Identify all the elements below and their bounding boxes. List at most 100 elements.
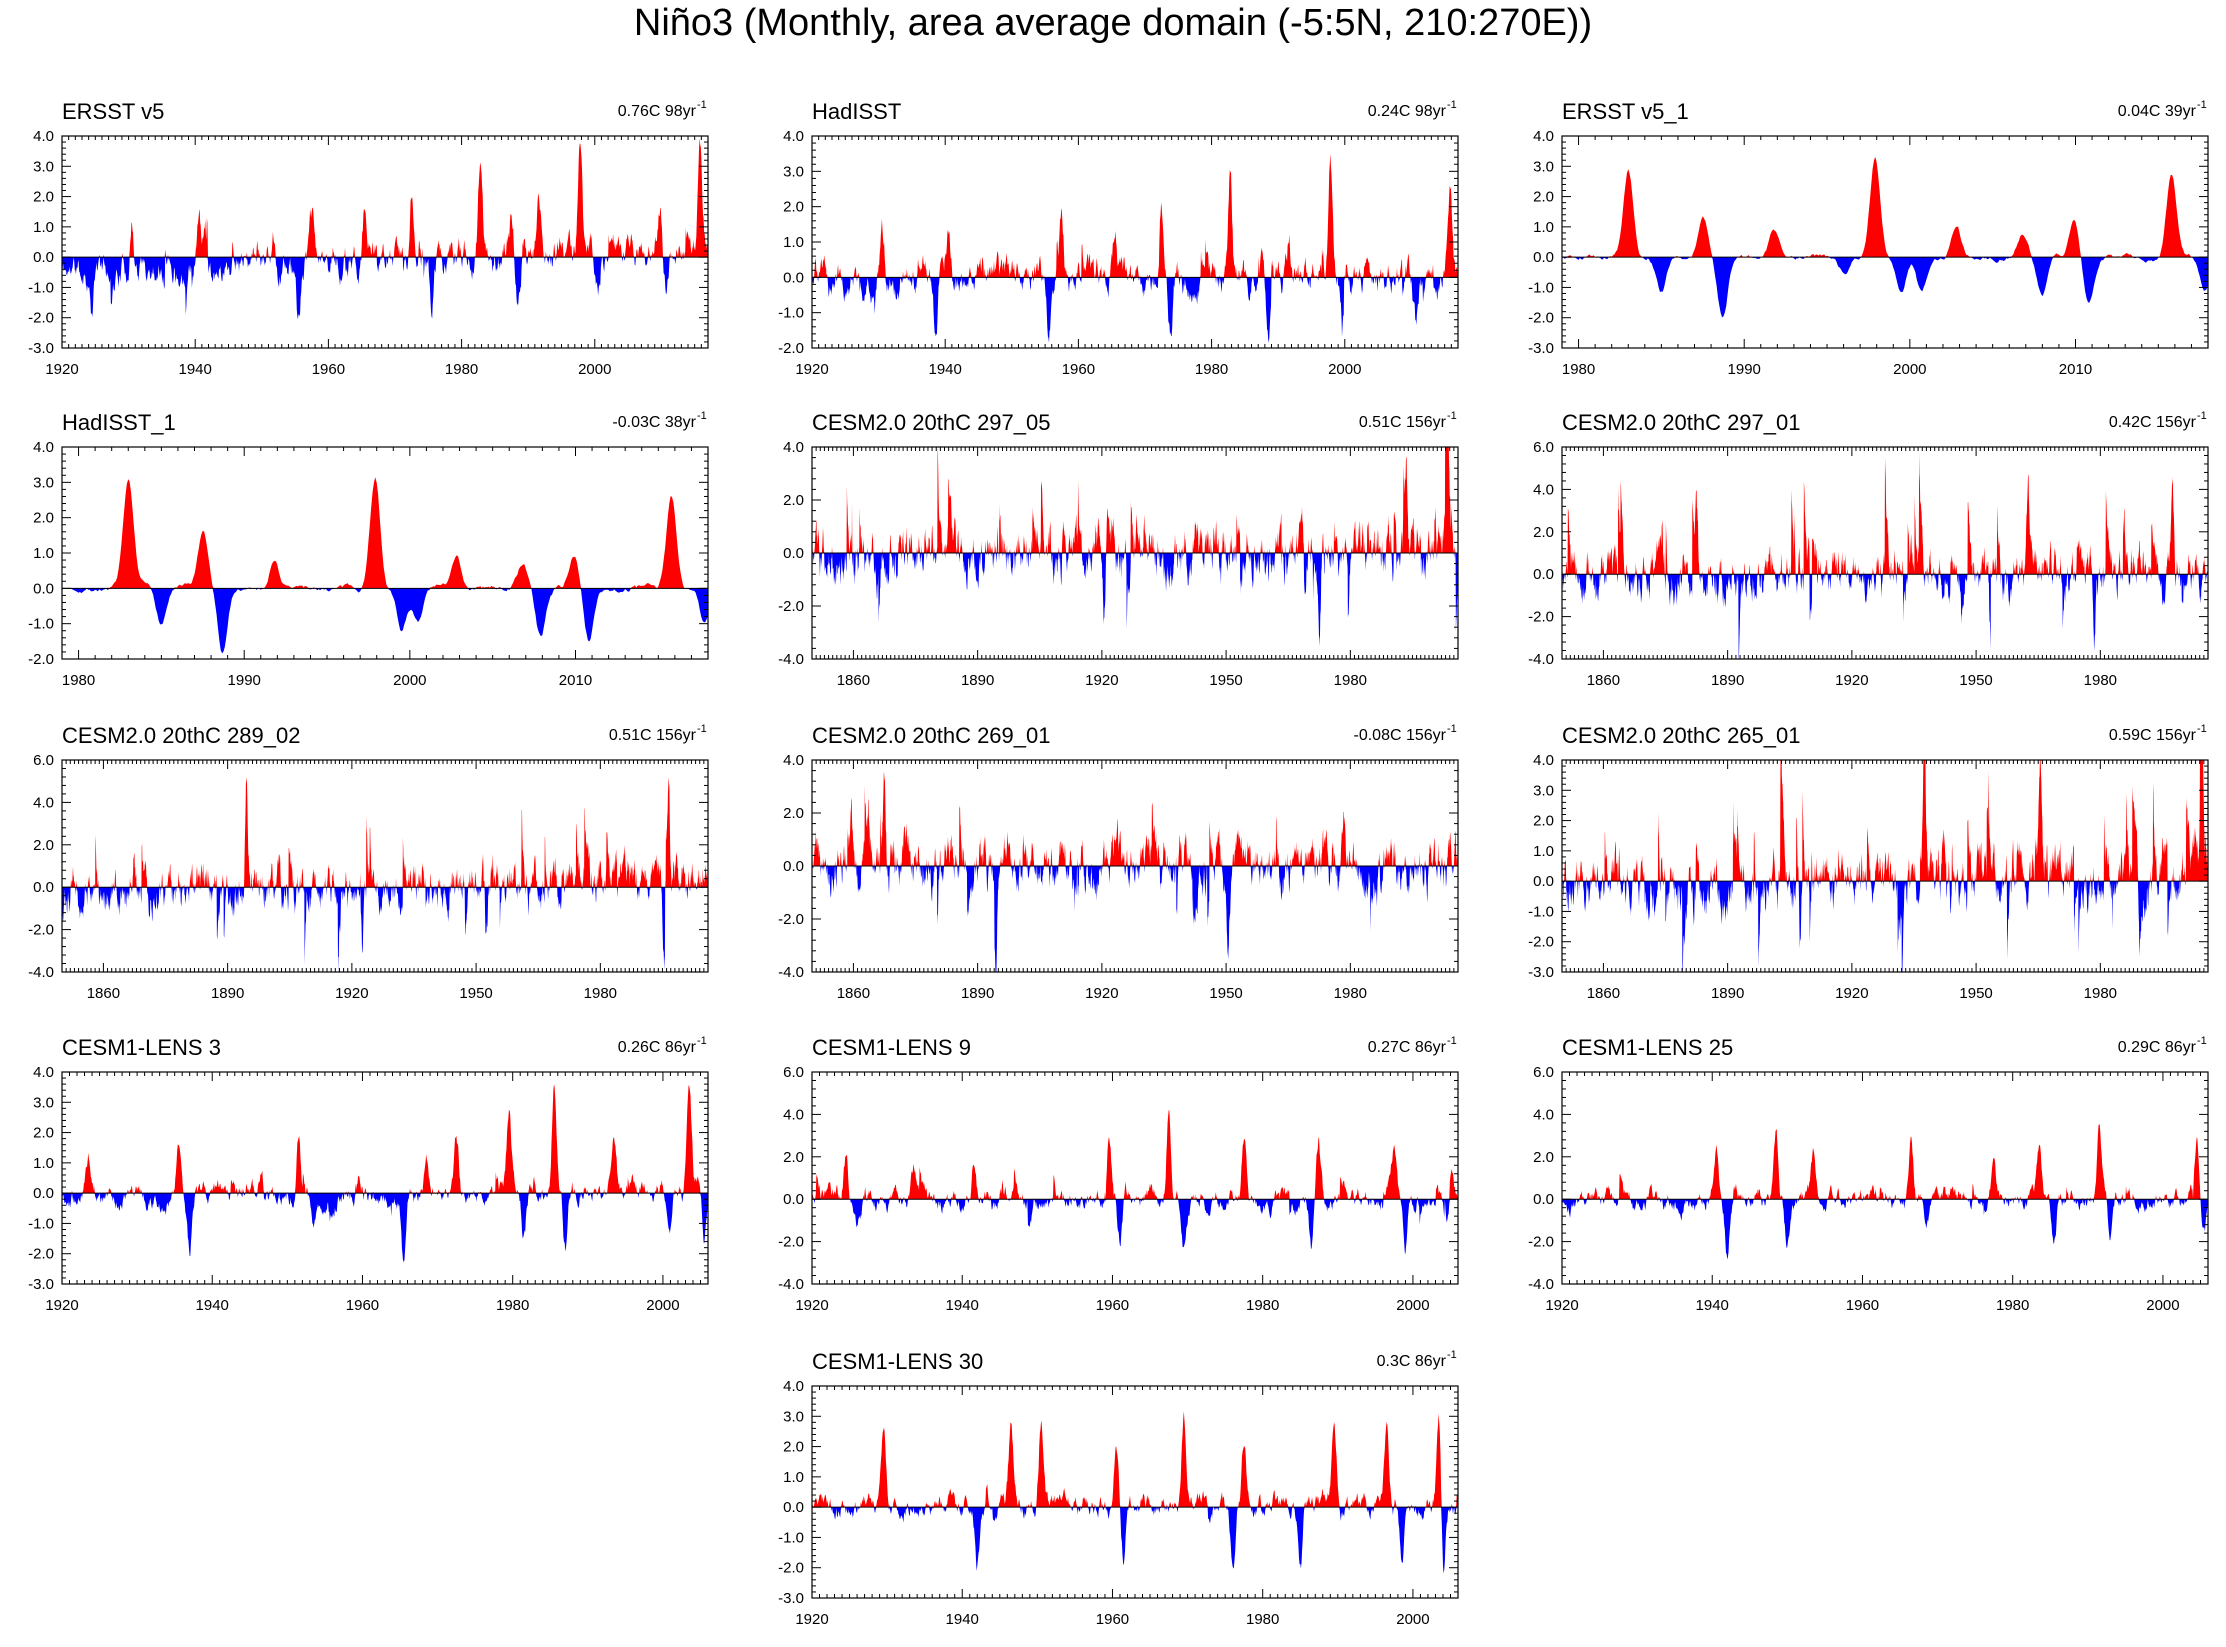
y-tick-label: -2.0 [1528,310,1554,327]
y-tick-label: -3.0 [1528,964,1554,981]
x-tick-label: 1920 [1835,672,1868,689]
plot-frame [1561,1071,2209,1285]
panel-0: 1920 1940 1960 1980 2000 -3.0 -2.0 -1.0 0.0 1.0 2.… [28,99,709,378]
x-tick-label: 1960 [312,361,345,378]
y-tick-label: 0.0 [33,1185,54,1202]
x-tick-label: 1920 [1085,672,1118,689]
x-tick-label: 1980 [62,672,95,689]
y-tick-label: 4.0 [33,439,54,456]
y-tick-label: 4.0 [783,1106,804,1123]
y-tick-label: 4.0 [33,794,54,811]
x-tick-label: 1940 [179,361,212,378]
x-tick-label: 1980 [445,361,478,378]
x-tick-label: 1860 [837,672,870,689]
x-tick-label: 1920 [335,985,368,1002]
y-tick-label: 3.0 [33,474,54,491]
x-tick-label: 1950 [459,985,492,1002]
y-tick-label: 1.0 [1533,219,1554,236]
y-tick-label: 4.0 [783,752,804,769]
series-positive-area [62,477,708,589]
y-tick-label: 2.0 [783,1439,804,1456]
trend-annotation-superscript: -1 [2197,99,2207,111]
y-tick-label: -2.0 [1528,609,1554,626]
trend-annotation: 0.26C 86yr [618,1039,697,1056]
x-tick-label: 1860 [1587,985,1620,1002]
y-tick-label: 2.0 [1533,813,1554,830]
y-tick-label: 1.0 [783,234,804,251]
x-tick-label: 1980 [1246,1297,1279,1314]
series-negative-area [62,588,708,654]
trend-annotation: 0.59C 156yr [2109,727,2197,744]
y-tick-label: -2.0 [778,1234,804,1251]
y-tick-label: 4.0 [1533,128,1554,145]
trend-annotation-superscript: -1 [697,410,707,422]
x-tick-label: 1940 [929,361,962,378]
trend-annotation: 0.27C 86yr [1368,1039,1447,1056]
y-tick-label: 1.0 [783,1469,804,1486]
y-tick-label: 1.0 [33,1155,54,1172]
trend-annotation-superscript: -1 [2197,1035,2207,1047]
trend-annotation: 0.24C 98yr [1368,103,1447,120]
series-positive-area [1562,452,2208,575]
x-tick-label: 1960 [1096,1611,1129,1628]
y-tick-label: -1.0 [1528,279,1554,296]
y-tick-label: -1.0 [28,616,54,633]
x-tick-label: 1980 [496,1297,529,1314]
trend-annotation-superscript: -1 [1447,1349,1457,1361]
y-tick-label: -1.0 [1528,903,1554,920]
trend-annotation-superscript: -1 [2197,723,2207,735]
trend-annotation: 0.76C 98yr [618,103,697,120]
x-tick-label: 1980 [1195,361,1228,378]
x-tick-label: 2000 [2146,1297,2179,1314]
y-tick-label: -2.0 [778,340,804,357]
series-positive-area [62,776,708,888]
y-tick-label: 0.0 [783,1191,804,1208]
panel-title: HadISST [812,99,901,124]
y-tick-label: 4.0 [1533,752,1554,769]
y-tick-label: -1.0 [778,305,804,322]
y-tick-label: 0.0 [783,858,804,875]
trend-annotation: 0.42C 156yr [2109,414,2197,431]
x-tick-label: 1980 [1996,1297,2029,1314]
x-tick-label: 1980 [1246,1611,1279,1628]
x-tick-label: 2010 [2059,361,2092,378]
panel-11: 1920 1940 1960 1980 2000 -4.0 -2.0 0.0 2.0 4.0 6.0… [1528,1035,2209,1314]
plot-frame [811,1385,1459,1599]
trend-annotation-superscript: -1 [1447,99,1457,111]
y-tick-label: -2.0 [28,651,54,668]
trend-annotation: 0.51C 156yr [609,727,697,744]
y-tick-label: -3.0 [1528,340,1554,357]
panel-title: CESM1-LENS 3 [62,1035,221,1060]
x-tick-label: 1960 [1846,1297,1879,1314]
y-tick-label: -4.0 [778,1276,804,1293]
trend-annotation: 0.04C 39yr [2118,103,2197,120]
y-tick-label: -3.0 [28,340,54,357]
y-tick-label: 0.0 [33,249,54,266]
y-tick-label: 2.0 [33,189,54,206]
y-tick-label: -4.0 [778,651,804,668]
series-positive-area [812,1109,1458,1200]
x-tick-label: 2000 [1396,1297,1429,1314]
series-positive-area [812,771,1458,866]
series-positive-area [62,1084,708,1194]
trend-annotation: 0.29C 86yr [2118,1039,2197,1056]
y-tick-label: -2.0 [778,911,804,928]
y-tick-label: -2.0 [1528,1234,1554,1251]
series-negative-area [812,1199,1458,1255]
x-tick-label: 1980 [584,985,617,1002]
trend-annotation: -0.08C 156yr [1354,727,1447,744]
panel-title: CESM1-LENS 25 [1562,1035,1733,1060]
trend-annotation: 0.51C 156yr [1359,414,1447,431]
panel-9: 1920 1940 1960 1980 2000 -3.0 -2.0 -1.0 0.0 1.0 2.… [28,1035,709,1314]
trend-annotation-superscript: -1 [1447,723,1457,735]
y-tick-label: 2.0 [1533,524,1554,541]
y-tick-label: -4.0 [1528,1276,1554,1293]
x-tick-label: 1940 [946,1611,979,1628]
y-tick-label: 0.0 [33,580,54,597]
y-tick-label: -2.0 [778,598,804,615]
series-positive-area [812,1411,1458,1508]
x-tick-label: 1940 [196,1297,229,1314]
y-tick-label: 2.0 [783,199,804,216]
series-negative-area [1562,574,2208,659]
